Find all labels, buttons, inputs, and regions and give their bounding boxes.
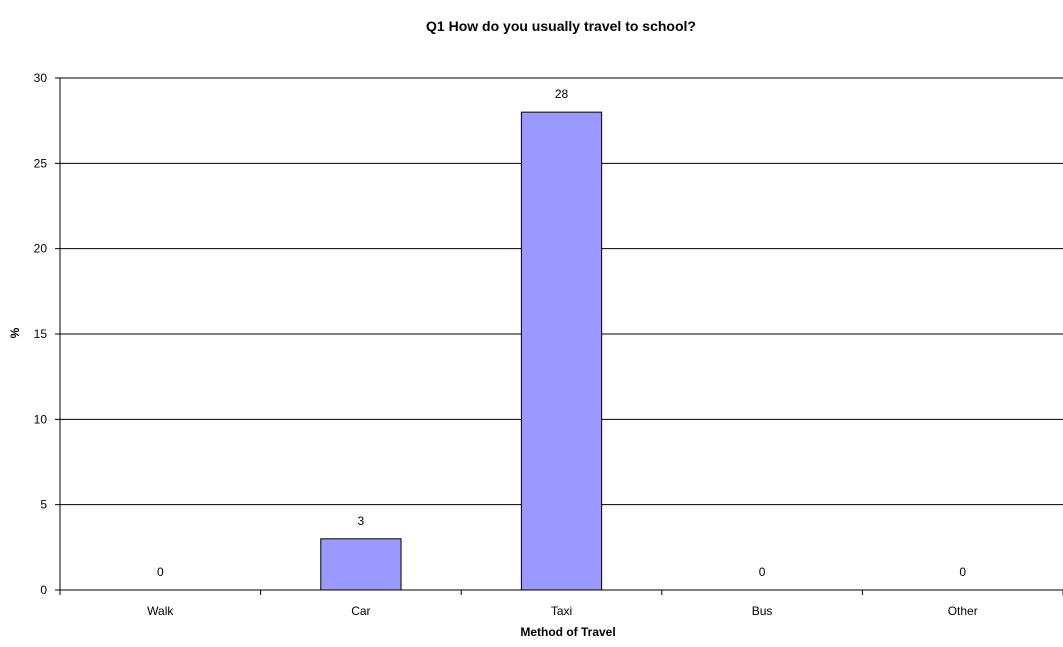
data-label: 0 (759, 565, 766, 579)
x-axis-title: Method of Travel (520, 625, 615, 639)
y-tick-label: 15 (34, 327, 48, 341)
data-label: 28 (555, 87, 569, 101)
data-label: 0 (959, 565, 966, 579)
chart-title: Q1 How do you usually travel to school? (426, 18, 696, 34)
x-tick-label: Walk (147, 604, 174, 618)
labels: 0 5 10 15 20 25 30 0 Walk 3 Car 28 Taxi 0 Bus 0 Other (34, 71, 978, 618)
y-tick-label: 25 (34, 156, 48, 170)
y-axis-title: % (8, 327, 22, 338)
y-tick-label: 5 (40, 498, 47, 512)
bar-taxi (520, 111, 603, 591)
x-tick-label: Car (351, 604, 370, 618)
y-tick-label: 20 (34, 242, 48, 256)
data-label: 0 (157, 565, 164, 579)
x-tick-label: Other (948, 604, 978, 618)
y-tick-label: 10 (34, 412, 48, 426)
bars (320, 111, 603, 591)
bar-car (320, 538, 402, 591)
y-tick-label: 30 (34, 71, 48, 85)
axes (55, 77, 1063, 595)
data-label: 3 (358, 514, 365, 528)
x-tick-label: Taxi (551, 604, 572, 618)
y-tick-label: 0 (40, 583, 47, 597)
x-tick-label: Bus (752, 604, 773, 618)
